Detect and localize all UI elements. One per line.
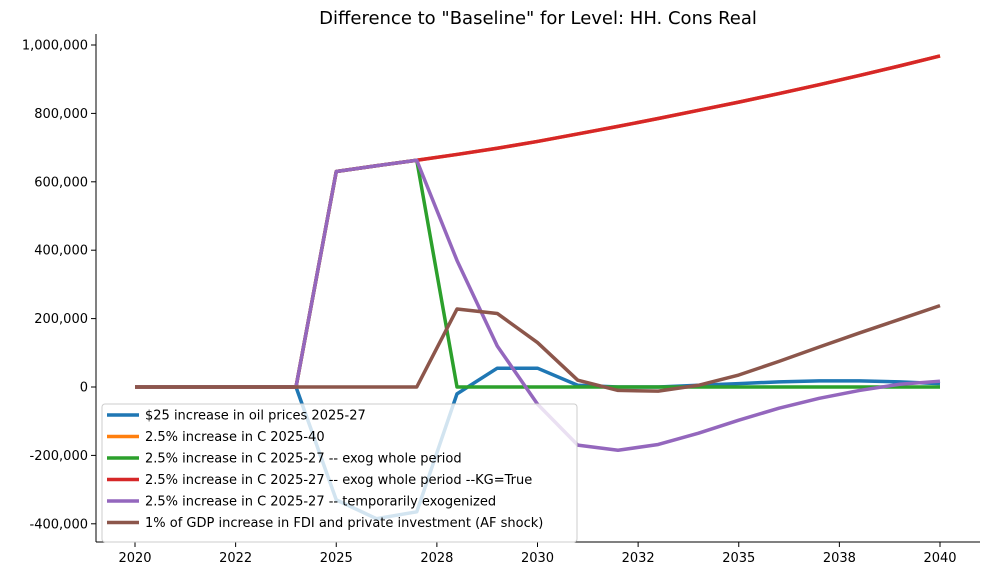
series-line-4 bbox=[135, 54, 941, 389]
y-tick-label: 200,000 bbox=[34, 312, 88, 327]
x-tick-label: 2020 bbox=[118, 551, 151, 566]
legend: $25 increase in oil prices 2025-27 2.5% i… bbox=[101, 403, 578, 543]
series-line-3 bbox=[135, 158, 940, 389]
x-tick-label: 2040 bbox=[923, 551, 956, 566]
legend-label-3: 2.5% increase in C 2025-27 -- exog whole… bbox=[145, 452, 462, 467]
series-line-2 bbox=[135, 54, 941, 389]
legend-label-4: 2.5% increase in C 2025-27 -- exog whole… bbox=[145, 473, 532, 488]
x-tick-label: 2032 bbox=[622, 551, 655, 566]
legend-label-5: 2.5% increase in C 2025-27 -- temporaril… bbox=[145, 495, 496, 510]
x-tick-label: 2035 bbox=[722, 551, 755, 566]
x-tick-label: 2025 bbox=[320, 551, 353, 566]
y-tick-label: 1,000,000 bbox=[22, 39, 88, 54]
x-tick-label: 2028 bbox=[420, 551, 453, 566]
y-tick-label: 800,000 bbox=[34, 107, 88, 122]
x-tick-label: 2022 bbox=[219, 551, 252, 566]
series-line-6 bbox=[135, 303, 941, 393]
x-tick-label: 2030 bbox=[521, 551, 554, 566]
y-tick-label: -200,000 bbox=[30, 449, 88, 464]
legend-label-6: 1% of GDP increase in FDI and private in… bbox=[145, 516, 543, 531]
axes: 2020 2022 2025 2028 2030 2032 2035 2038 2040 -400… bbox=[22, 34, 980, 566]
y-tick-label: 0 bbox=[80, 381, 88, 396]
legend-box bbox=[101, 403, 578, 543]
chart-title: Difference to "Baseline" for Level: HH. … bbox=[319, 8, 757, 29]
y-tick-label: 600,000 bbox=[34, 175, 88, 190]
legend-label-1: $25 increase in oil prices 2025-27 bbox=[145, 409, 366, 424]
legend-label-2: 2.5% increase in C 2025-40 bbox=[145, 430, 325, 445]
y-tick-label: -400,000 bbox=[30, 517, 88, 532]
x-tick-label: 2038 bbox=[823, 551, 856, 566]
y-tick-label: 400,000 bbox=[34, 244, 88, 259]
